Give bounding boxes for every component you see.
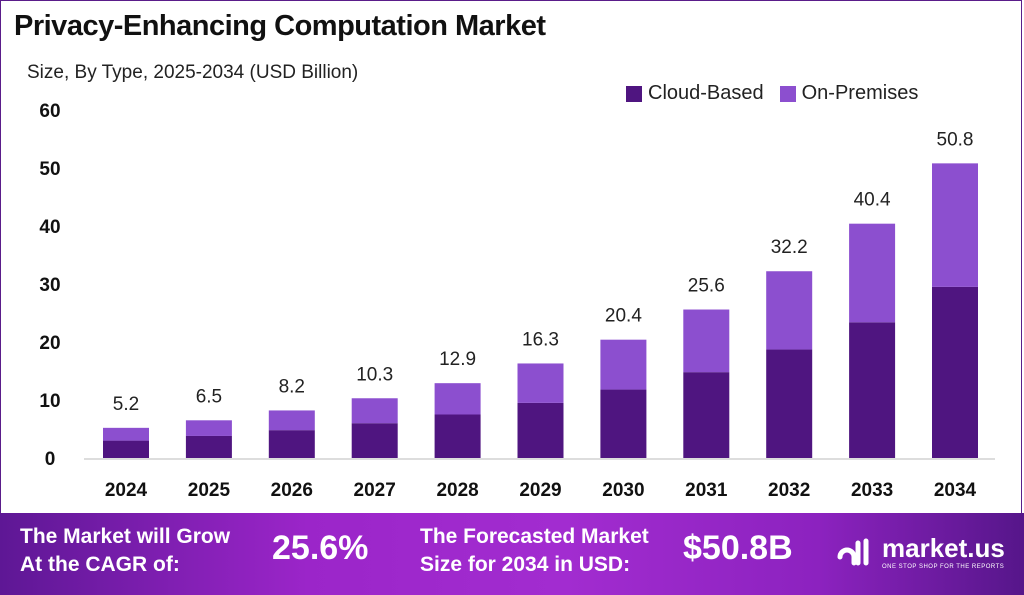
data-label: 50.8 — [937, 129, 974, 150]
logo-tagline: ONE STOP SHOP FOR THE REPORTS — [882, 564, 1005, 570]
x-tick-label: 2024 — [105, 480, 148, 501]
bar-on-premises — [351, 398, 398, 424]
x-tick-label: 2032 — [768, 480, 810, 501]
bar-on-premises — [932, 163, 978, 287]
logo-name: market.us — [882, 533, 1005, 563]
x-tick-label: 2033 — [851, 480, 893, 501]
y-tick-label: 30 — [39, 275, 60, 296]
legend-item-cloud: Cloud-Based — [626, 82, 764, 105]
legend-label: On-Premises — [801, 82, 919, 104]
forecast-label-line: The Forecasted Market — [420, 525, 649, 548]
data-label: 25.6 — [688, 276, 725, 297]
data-label: 20.4 — [605, 306, 642, 327]
bar-cloud-based — [434, 414, 481, 458]
x-tick-label: 2028 — [436, 480, 478, 501]
bar-on-premises — [849, 223, 896, 323]
data-label: 16.3 — [522, 329, 559, 350]
summary-banner: The Market will Grow At the CAGR of: 25.6… — [0, 513, 1024, 595]
bar-cloud-based — [103, 440, 149, 458]
bar-on-premises — [185, 420, 232, 436]
cagr-label-line: The Market will Grow — [20, 525, 231, 548]
x-tick-label: 2029 — [519, 480, 561, 501]
market-us-logo: market.us ONE STOP SHOP FOR THE REPORTS — [836, 533, 1005, 570]
x-tick-label: 2027 — [354, 480, 396, 501]
legend-swatch — [626, 85, 642, 102]
data-label: 8.2 — [279, 376, 305, 397]
bar-on-premises — [683, 309, 730, 373]
chart-subtitle: Size, By Type, 2025-2034 (USD Billion) — [27, 62, 359, 83]
cagr-label: The Market will Grow At the CAGR of: — [20, 523, 230, 579]
chart-frame — [0, 0, 1022, 513]
y-tick-label: 40 — [39, 217, 60, 238]
data-label: 6.5 — [196, 386, 222, 407]
chart-plot: 01020304050605.220246.520258.2202610.320… — [39, 101, 995, 501]
bar-on-premises — [434, 383, 481, 415]
y-tick-label: 10 — [39, 391, 60, 412]
data-label: 5.2 — [113, 394, 139, 415]
bar-on-premises — [766, 271, 813, 350]
x-tick-label: 2025 — [188, 480, 231, 501]
bar-cloud-based — [351, 423, 398, 458]
x-tick-label: 2034 — [934, 480, 977, 501]
bar-cloud-based — [849, 322, 896, 458]
legend-item-onprem: On-Premises — [779, 82, 919, 105]
data-label: 10.3 — [356, 364, 393, 385]
x-tick-label: 2030 — [602, 480, 644, 501]
bar-on-premises — [600, 339, 647, 390]
data-label: 12.9 — [439, 349, 476, 370]
legend-label: Cloud-Based — [648, 82, 764, 104]
data-label: 32.2 — [771, 237, 808, 258]
y-tick-label: 50 — [39, 159, 60, 180]
forecast-value: $50.8B — [683, 529, 793, 567]
data-label: 40.4 — [854, 190, 891, 211]
bar-on-premises — [268, 410, 315, 431]
y-tick-label: 20 — [39, 333, 60, 354]
bar-cloud-based — [517, 402, 564, 458]
x-tick-label: 2031 — [685, 480, 728, 501]
bar-on-premises — [517, 363, 564, 403]
forecast-label-line: Size for 2034 in USD: — [420, 553, 631, 576]
y-tick-label: 0 — [45, 449, 56, 470]
bar-cloud-based — [683, 372, 730, 458]
cagr-value: 25.6% — [272, 529, 369, 567]
bar-cloud-based — [932, 286, 978, 458]
logo-icon — [837, 538, 869, 565]
bar-on-premises — [103, 427, 149, 441]
bar-cloud-based — [600, 389, 647, 458]
bar-cloud-based — [185, 435, 232, 458]
forecast-label: The Forecasted Market Size for 2034 in US… — [420, 523, 649, 579]
chart-title: Privacy-Enhancing Computation Market — [14, 10, 546, 42]
bar-cloud-based — [268, 430, 315, 458]
x-tick-label: 2026 — [271, 480, 313, 501]
bar-cloud-based — [766, 349, 813, 458]
legend-swatch — [779, 85, 796, 102]
legend: Cloud-Based On-Premises — [626, 82, 918, 105]
y-tick-label: 60 — [39, 101, 60, 122]
cagr-label-line: At the CAGR of: — [20, 553, 180, 576]
